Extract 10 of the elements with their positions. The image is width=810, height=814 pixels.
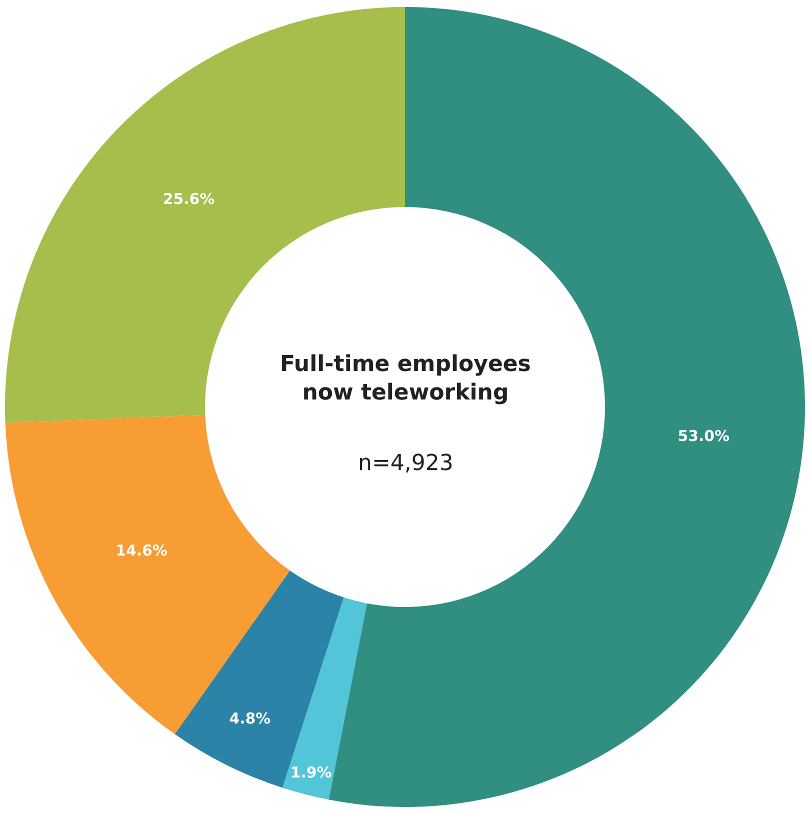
data-label: 1.9% <box>290 764 332 782</box>
donut-slice <box>5 414 290 734</box>
text: Full-time employees now teleworking <box>280 352 531 406</box>
data-label: 53.0% <box>678 426 730 445</box>
text: n=4,923 <box>358 451 454 476</box>
data-label: 25.6% <box>162 190 215 208</box>
data-label: 14.6% <box>116 542 168 560</box>
data-label: 4.8% <box>229 709 271 728</box>
donut-slice <box>282 597 367 800</box>
donut-slice <box>174 570 344 788</box>
